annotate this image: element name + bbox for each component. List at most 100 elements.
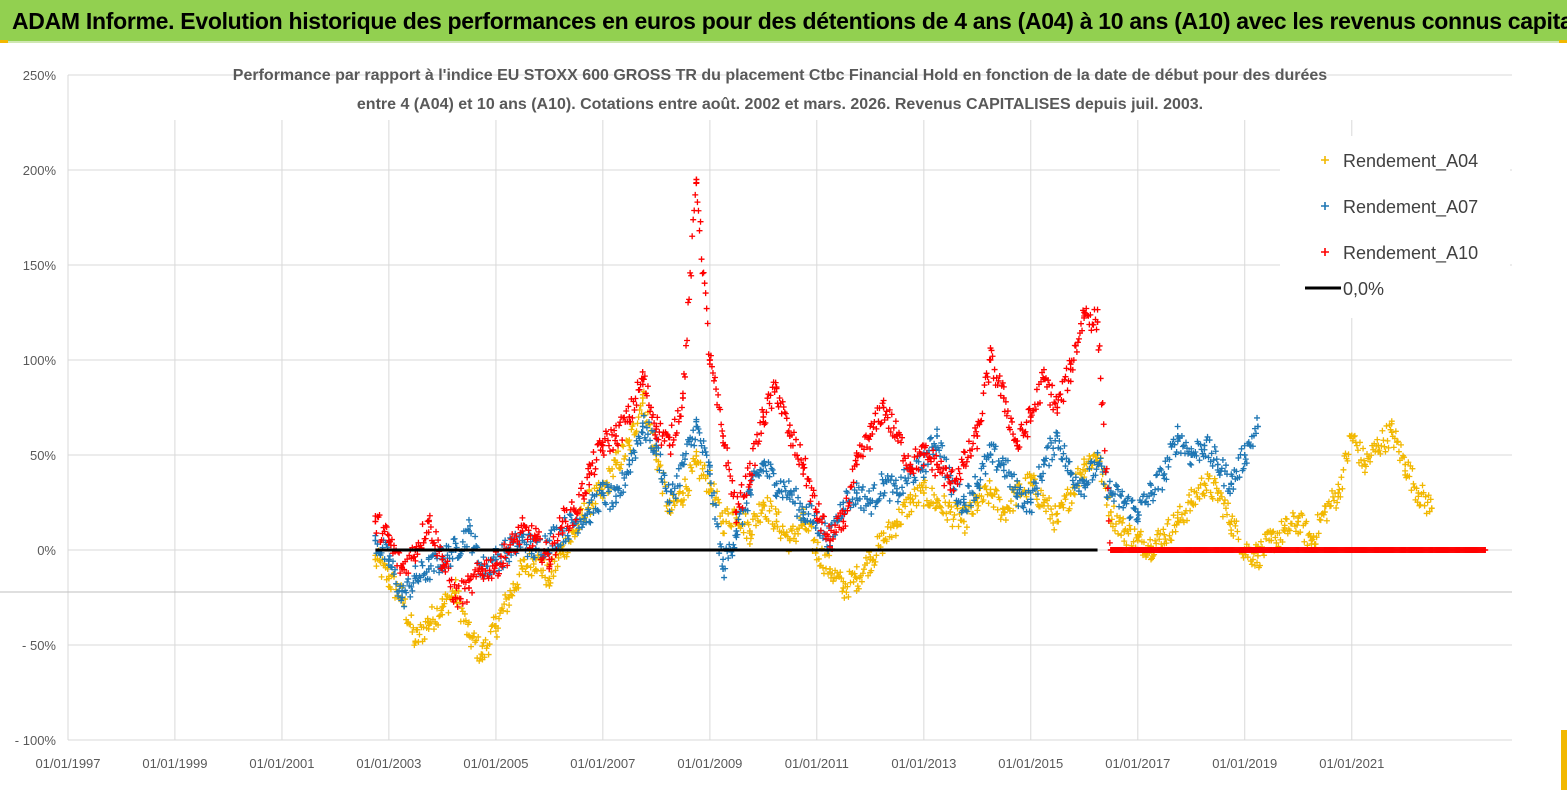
data-point: [1000, 395, 1007, 401]
data-point: [1043, 455, 1049, 462]
data-point: [1151, 491, 1158, 498]
data-point: [690, 427, 697, 434]
data-point: [780, 403, 787, 410]
data-point: [1021, 486, 1028, 493]
data-point: [643, 392, 650, 399]
data-point: [1214, 490, 1221, 496]
data-point: [715, 391, 722, 398]
data-point: [881, 416, 888, 423]
data-point: [475, 633, 482, 640]
data-point: [590, 449, 597, 456]
data-point: [707, 480, 714, 487]
data-point: [1107, 547, 1114, 553]
data-point: [1067, 366, 1074, 373]
data-point: [1349, 437, 1356, 444]
data-point: [1294, 522, 1301, 529]
data-point: [605, 488, 612, 495]
data-point: [811, 492, 818, 499]
data-point: [504, 608, 511, 615]
data-point: [837, 569, 844, 576]
data-point: [1335, 490, 1342, 496]
data-point: [1026, 405, 1033, 412]
data-point: [1216, 472, 1223, 479]
data-point: [901, 499, 908, 506]
data-point: [906, 511, 913, 518]
data-point: [760, 414, 767, 420]
data-point: [1297, 529, 1304, 536]
data-point: [1410, 480, 1417, 487]
data-point: [547, 561, 554, 568]
data-point: [818, 519, 825, 526]
data-point: [922, 468, 929, 475]
data-point: [1310, 533, 1317, 540]
data-point: [400, 582, 407, 589]
data-point: [502, 591, 509, 598]
data-point: [867, 556, 874, 563]
data-point: [514, 538, 521, 545]
data-point: [554, 563, 561, 570]
data-point: [507, 541, 514, 548]
data-point: [658, 475, 665, 482]
data-point: [659, 433, 666, 440]
data-point: [1376, 447, 1383, 454]
data-point: [1081, 456, 1088, 463]
data-point: [1348, 547, 1355, 553]
data-point: [623, 408, 630, 415]
data-point: [766, 507, 773, 514]
selection-handle-top-left[interactable]: [0, 40, 8, 43]
data-point: [1078, 491, 1084, 498]
data-point: [859, 483, 866, 490]
data-point: [1415, 490, 1422, 496]
data-point: [388, 536, 395, 543]
data-point: [960, 493, 967, 500]
data-point: [1099, 399, 1106, 406]
data-point: [519, 528, 526, 534]
data-point: [1246, 442, 1253, 449]
data-point: [872, 503, 879, 510]
data-point: [1040, 492, 1047, 499]
data-point: [1273, 539, 1280, 546]
data-point: [547, 530, 554, 537]
data-point: [486, 567, 493, 574]
data-point: [589, 459, 596, 466]
data-point: [436, 569, 443, 576]
data-point: [1111, 491, 1118, 498]
data-point: [708, 363, 715, 370]
data-point: [904, 480, 911, 487]
data-point: [509, 531, 516, 538]
data-point: [631, 406, 638, 413]
data-point: [815, 555, 822, 562]
data-point: [572, 509, 579, 515]
data-point: [685, 299, 692, 306]
data-point: [378, 536, 385, 543]
data-point: [820, 513, 827, 520]
data-point: [979, 410, 986, 417]
selection-handle-top-right[interactable]: [1559, 40, 1567, 43]
data-point: [1426, 508, 1433, 515]
data-point: [651, 420, 658, 427]
data-point: [677, 413, 684, 420]
data-point: [1161, 531, 1168, 538]
data-point: [746, 490, 753, 496]
data-point: [412, 557, 419, 564]
selection-handle-bottom-right[interactable]: [1561, 730, 1567, 790]
data-point: [793, 538, 800, 545]
data-point: [610, 473, 617, 480]
data-point: [1032, 406, 1039, 413]
data-point: [1054, 510, 1061, 517]
data-point: [1119, 519, 1126, 526]
data-point: [840, 518, 847, 525]
data-point: [492, 628, 499, 635]
data-point: [491, 565, 498, 572]
data-point: [562, 538, 569, 545]
data-point: [619, 470, 626, 477]
data-point: [961, 530, 968, 537]
data-point: [671, 485, 678, 492]
data-point: [884, 414, 891, 421]
data-point: [756, 438, 763, 445]
data-point: [1421, 502, 1428, 509]
data-point: [717, 540, 724, 547]
data-point: [608, 426, 615, 433]
data-point: [1095, 346, 1102, 353]
data-point: [960, 499, 967, 506]
